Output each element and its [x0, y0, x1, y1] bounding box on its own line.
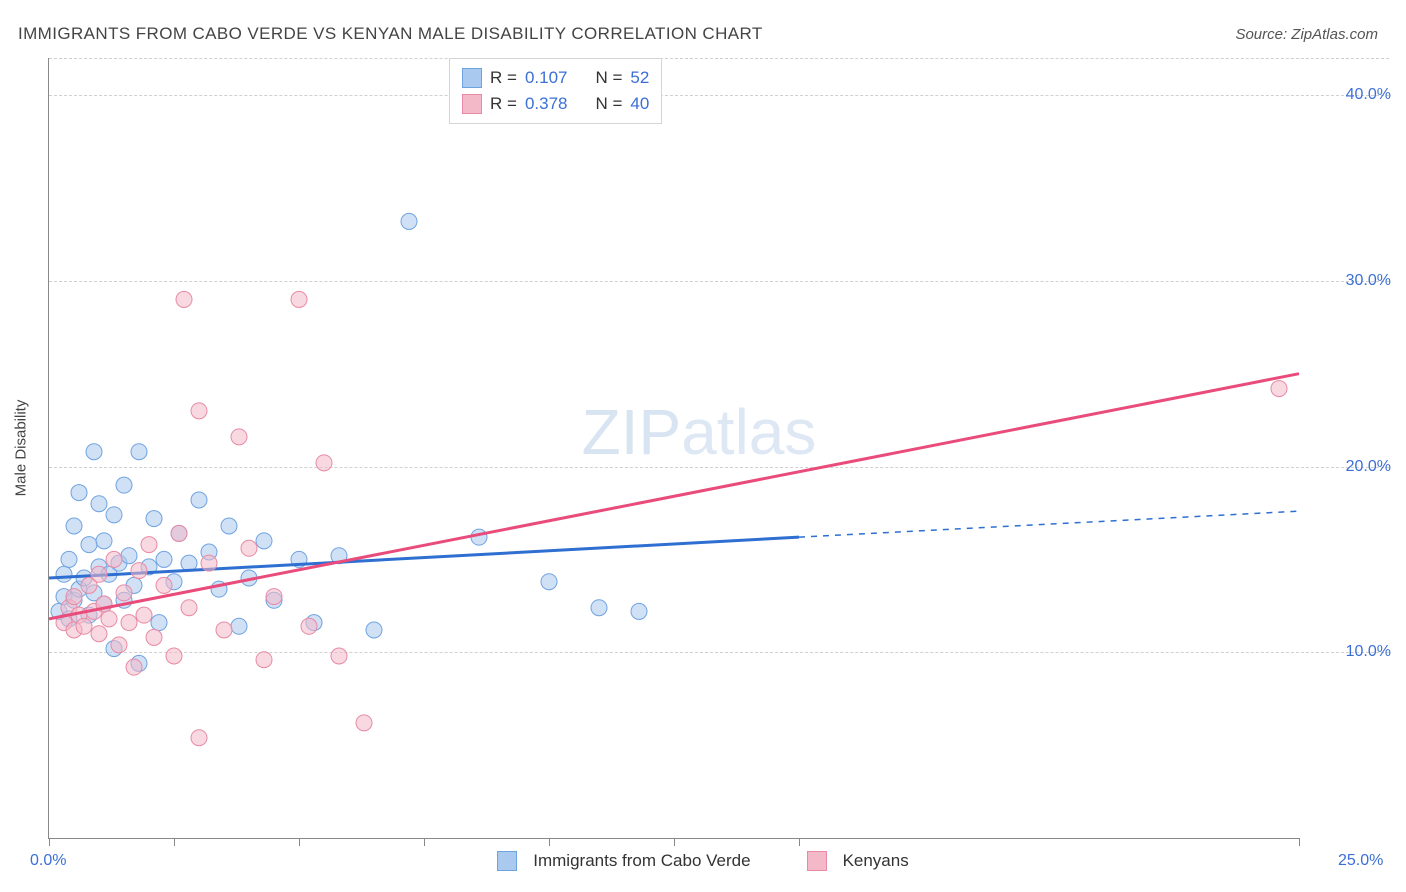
data-point [191, 492, 207, 508]
legend-series-label: Kenyans [843, 851, 909, 870]
data-point [106, 551, 122, 567]
data-point [256, 533, 272, 549]
legend-r-value: 0.378 [525, 94, 568, 114]
y-tick-label: 30.0% [1346, 272, 1391, 290]
data-point [66, 589, 82, 605]
legend-swatch [807, 851, 827, 871]
data-point [631, 603, 647, 619]
data-point [61, 551, 77, 567]
legend-r-value: 0.107 [525, 68, 568, 88]
legend-series: Immigrants from Cabo Verde Kenyans [0, 850, 1406, 871]
x-tick [1299, 838, 1300, 846]
data-point [156, 577, 172, 593]
data-point [91, 626, 107, 642]
legend-n-label: N = [595, 94, 622, 114]
data-point [71, 485, 87, 501]
legend-r-label: R = [490, 68, 517, 88]
data-point [91, 496, 107, 512]
x-tick-label: 25.0% [1338, 852, 1383, 870]
x-tick [549, 838, 550, 846]
trend-line [49, 374, 1299, 619]
data-point [66, 518, 82, 534]
legend-n-value: 52 [630, 68, 649, 88]
trend-line-dashed [799, 511, 1299, 537]
y-tick-label: 40.0% [1346, 86, 1391, 104]
data-point [171, 525, 187, 541]
data-point [146, 629, 162, 645]
data-point [166, 648, 182, 664]
x-tick-label: 0.0% [30, 852, 66, 870]
data-point [101, 611, 117, 627]
data-point [76, 618, 92, 634]
data-point [231, 618, 247, 634]
data-point [216, 622, 232, 638]
legend-r-label: R = [490, 94, 517, 114]
data-point [316, 455, 332, 471]
legend-n-value: 40 [630, 94, 649, 114]
data-point [151, 615, 167, 631]
x-tick [49, 838, 50, 846]
data-point [256, 652, 272, 668]
data-point [191, 403, 207, 419]
legend-n-label: N = [595, 68, 622, 88]
data-point [301, 618, 317, 634]
data-point [231, 429, 247, 445]
scatter-svg [49, 58, 1299, 838]
data-point [176, 291, 192, 307]
data-point [121, 548, 137, 564]
legend-row: R = 0.378 N = 40 [462, 91, 649, 117]
data-point [1271, 381, 1287, 397]
x-tick [174, 838, 175, 846]
plot-area: ZIPatlas 10.0%20.0%30.0%40.0% Male Disab… [48, 58, 1299, 839]
chart-title: IMMIGRANTS FROM CABO VERDE VS KENYAN MAL… [18, 24, 763, 44]
data-point [591, 600, 607, 616]
data-point [291, 291, 307, 307]
data-point [141, 537, 157, 553]
data-point [356, 715, 372, 731]
data-point [221, 518, 237, 534]
data-point [136, 607, 152, 623]
source-label: Source: ZipAtlas.com [1235, 26, 1378, 43]
data-point [116, 477, 132, 493]
data-point [116, 585, 132, 601]
x-tick [799, 838, 800, 846]
data-point [241, 540, 257, 556]
data-point [181, 600, 197, 616]
data-point [131, 563, 147, 579]
data-point [81, 537, 97, 553]
data-point [56, 566, 72, 582]
y-tick-label: 10.0% [1346, 643, 1391, 661]
data-point [366, 622, 382, 638]
y-axis-title: Male Disability [13, 400, 30, 497]
y-tick-label: 20.0% [1346, 458, 1391, 476]
data-point [91, 566, 107, 582]
legend-swatch [497, 851, 517, 871]
data-point [96, 533, 112, 549]
data-point [126, 659, 142, 675]
x-tick [424, 838, 425, 846]
data-point [86, 444, 102, 460]
data-point [401, 213, 417, 229]
legend-correlation-box: R = 0.107 N = 52 R = 0.378 N = 40 [449, 58, 662, 124]
data-point [106, 507, 122, 523]
data-point [541, 574, 557, 590]
legend-swatch [462, 68, 482, 88]
data-point [201, 555, 217, 571]
data-point [191, 730, 207, 746]
legend-series-label: Immigrants from Cabo Verde [533, 851, 750, 870]
data-point [156, 551, 172, 567]
data-point [131, 444, 147, 460]
data-point [111, 637, 127, 653]
data-point [331, 648, 347, 664]
legend-row: R = 0.107 N = 52 [462, 65, 649, 91]
data-point [266, 589, 282, 605]
x-tick [674, 838, 675, 846]
data-point [121, 615, 137, 631]
legend-swatch [462, 94, 482, 114]
data-point [146, 511, 162, 527]
x-tick [299, 838, 300, 846]
